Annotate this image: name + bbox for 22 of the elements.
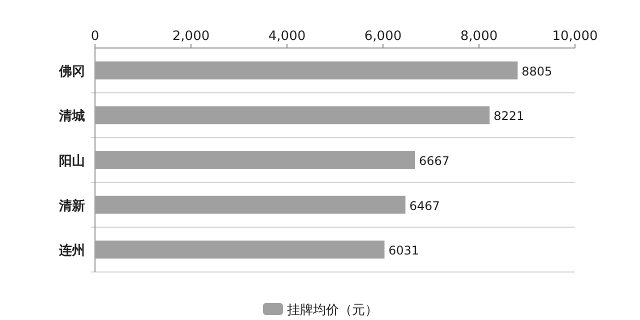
data-label: 8221 <box>494 109 524 124</box>
bar <box>95 61 518 80</box>
y-tick-label: 清城 <box>58 109 85 124</box>
data-label: 6467 <box>409 198 440 213</box>
bar <box>95 196 406 214</box>
y-tick-label: 清新 <box>58 198 85 214</box>
y-tick-label: 连州 <box>58 244 85 259</box>
data-label: 6031 <box>388 244 420 258</box>
x-tick-label: 10,000 <box>552 29 598 44</box>
bar <box>95 240 384 259</box>
x-tick-label: 0 <box>90 29 100 44</box>
legend-label: 挂牌均价（元） <box>287 303 378 318</box>
x-tick-label: 6,000 <box>364 29 402 44</box>
bar <box>95 151 416 169</box>
y-tick-label: 佛冈 <box>58 64 85 80</box>
y-tick-label: 阳山 <box>59 154 85 169</box>
x-tick-label: 2,000 <box>172 29 210 44</box>
data-label: 6667 <box>419 154 450 168</box>
bar <box>95 106 490 124</box>
x-tick-label: 8,000 <box>460 29 498 44</box>
x-tick-label: 4,000 <box>268 29 306 44</box>
data-label: 8805 <box>522 64 552 78</box>
